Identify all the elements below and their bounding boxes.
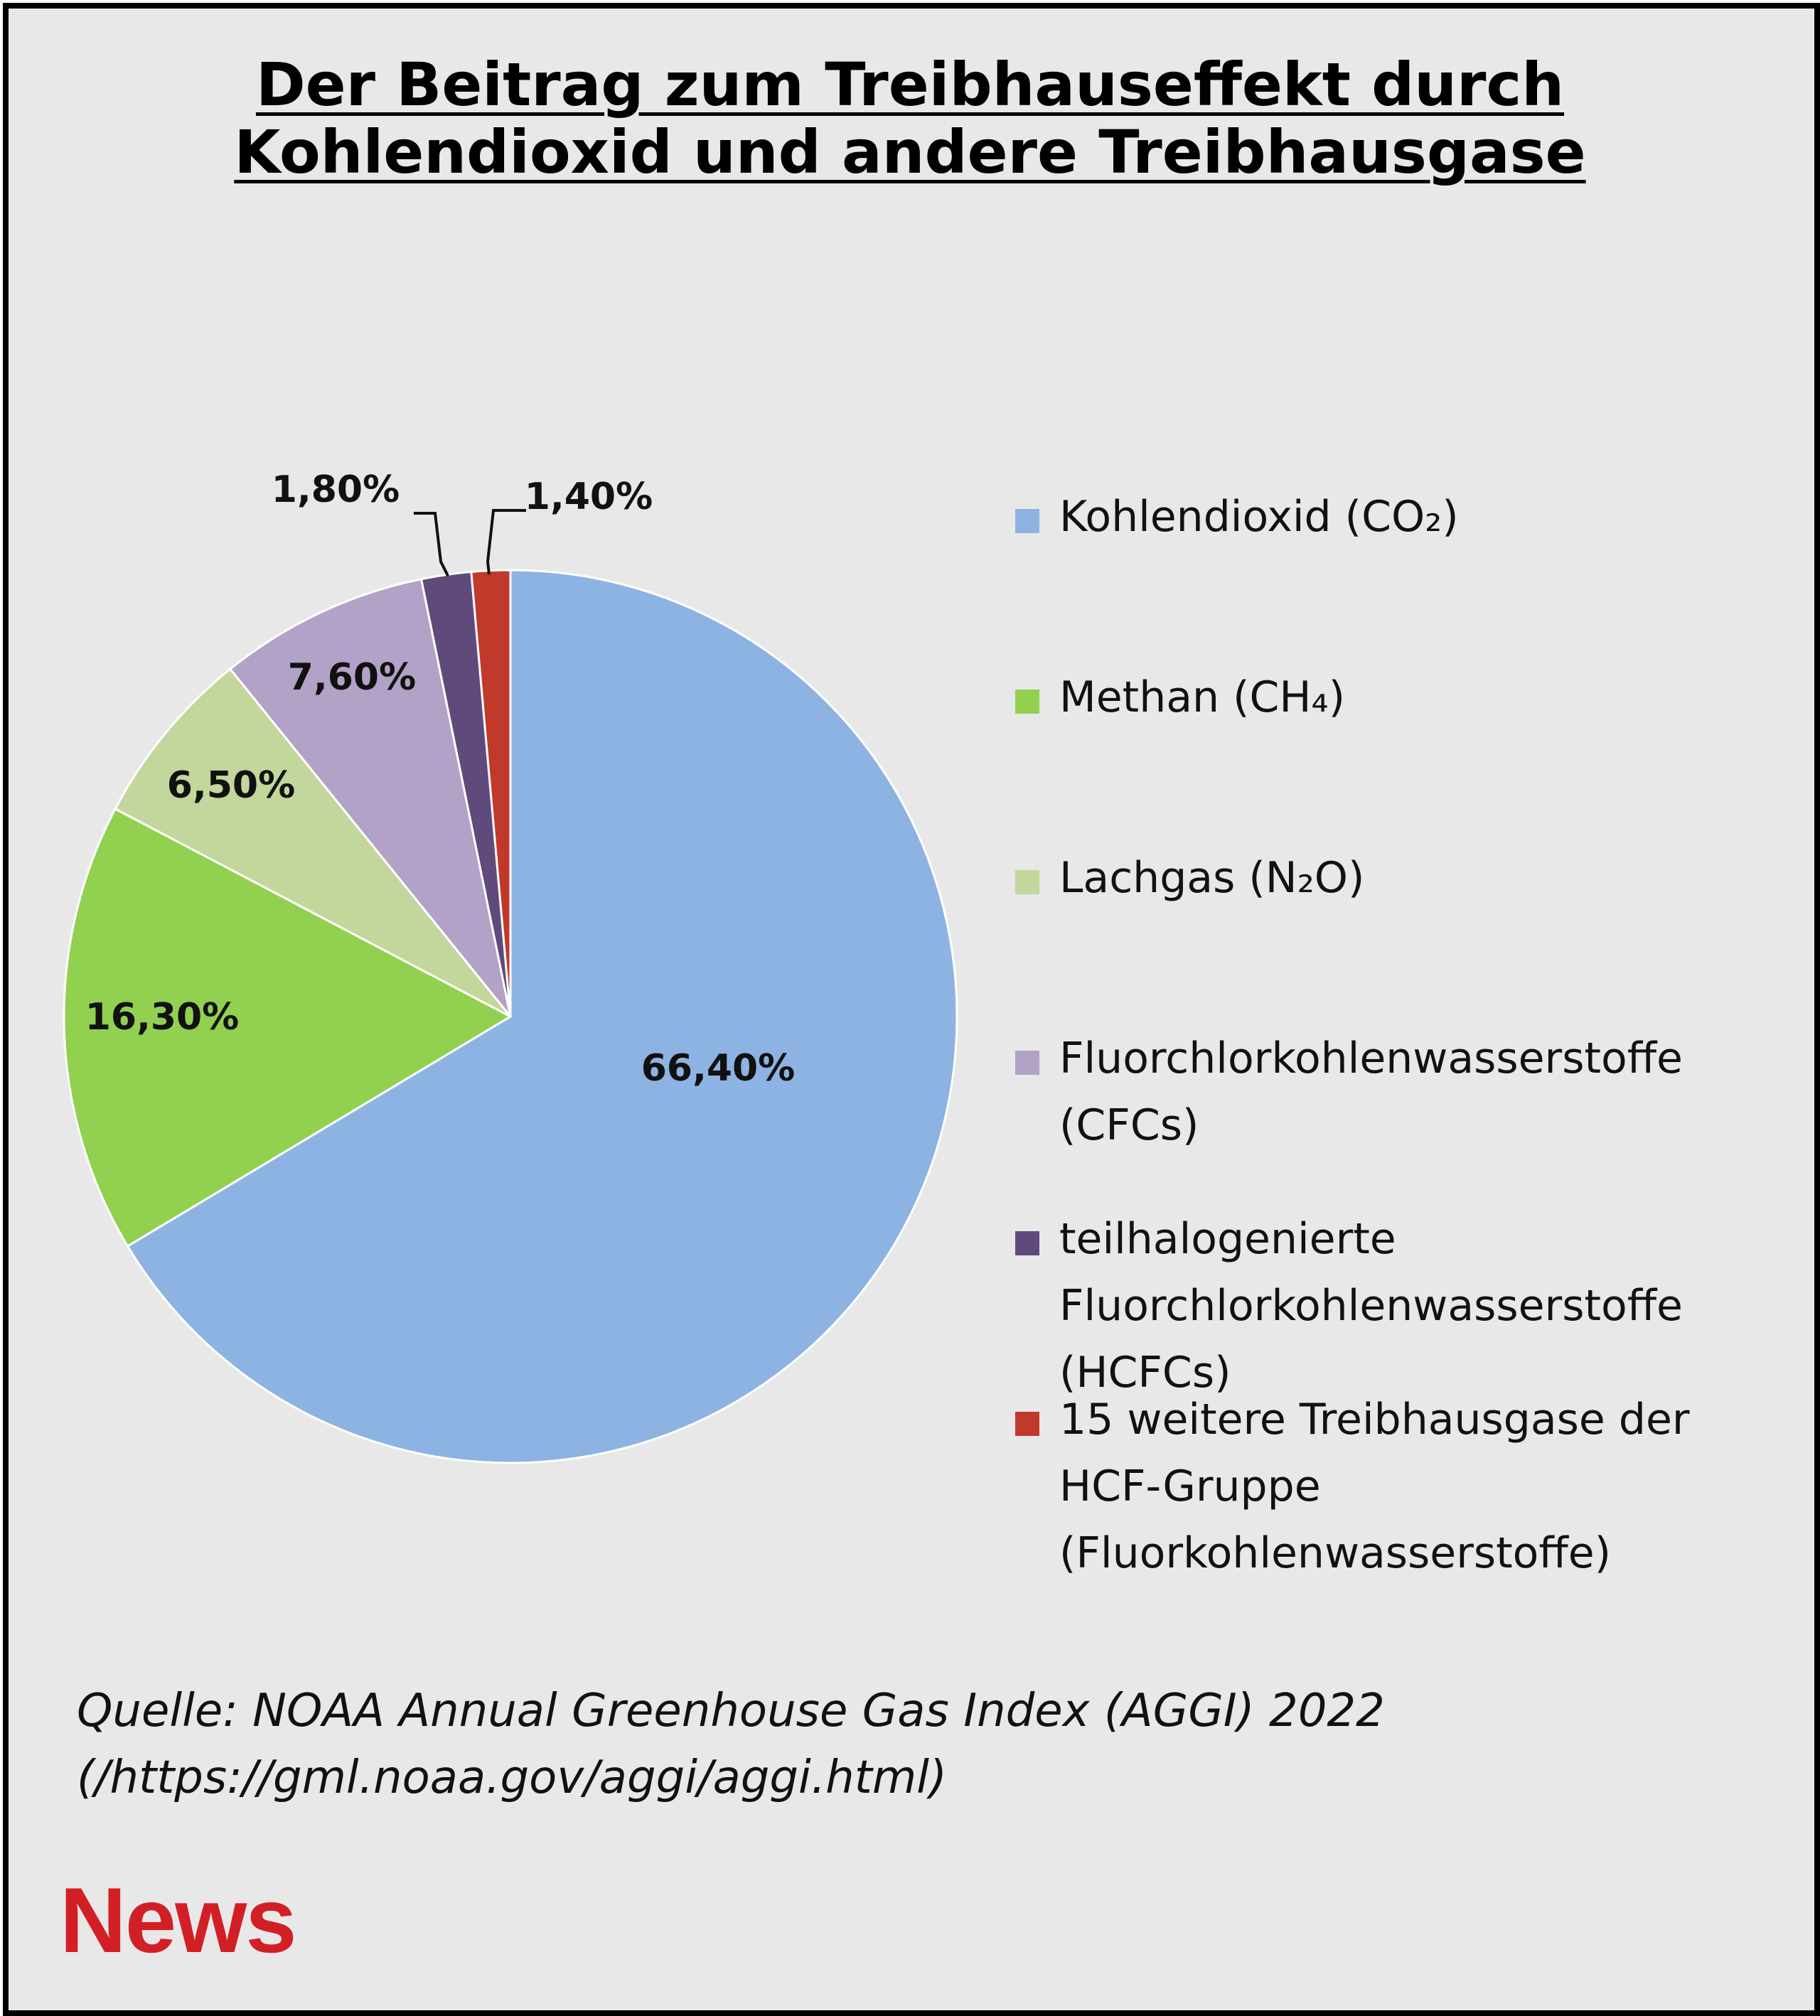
source-note: Quelle: NOAA Annual Greenhouse Gas Index… (77, 1678, 1712, 1811)
legend-label-line: Fluorchlorkohlenwasserstoffe (1059, 1034, 1683, 1083)
data-label-slice-hcfcs: 1,80% (272, 468, 400, 511)
legend-label-line: HCF-Gruppe (1059, 1462, 1321, 1511)
title-line-2: Kohlendioxid und andere Treibhausgase (234, 117, 1586, 187)
legend-swatch (1015, 509, 1039, 533)
legend-swatch (1015, 690, 1039, 714)
legend-swatch (1015, 1231, 1039, 1255)
title-line-1: Der Beitrag zum Treibhauseffekt durch (255, 50, 1565, 119)
legend-swatch (1015, 1412, 1039, 1436)
slice-hcf (470, 569, 512, 1017)
legend-swatch (1015, 870, 1039, 894)
data-label-slice-methan: 16,30% (85, 996, 240, 1039)
chart-title: Der Beitrag zum Treibhauseffekt durch Ko… (0, 51, 1820, 186)
data-label-slice-cfcs: 7,60% (288, 656, 416, 699)
legend-label-line: (HCFCs) (1059, 1348, 1231, 1398)
legend-label: teilhalogenierte Fluorchlorkohlenwasserst… (1059, 1206, 1756, 1406)
legend-label: Lachgas (N₂O) (1059, 845, 1756, 911)
legend-label-line: Lachgas (N₂O) (1059, 853, 1365, 903)
data-label-slice-co2: 66,40% (641, 1047, 796, 1090)
legend-label-line: 15 weitere Treibhausgase der (1059, 1395, 1690, 1444)
legend-label-line: Methan (CH₄) (1059, 672, 1345, 722)
leader-line-slice-hcf (486, 509, 526, 575)
legend-label-line: (Fluorkohlenwasserstoffe) (1059, 1528, 1612, 1578)
leader-line-slice-hcfcs (414, 512, 449, 577)
legend-label-line: teilhalogenierte (1059, 1214, 1396, 1264)
data-label-slice-hcf: 1,40% (525, 476, 653, 518)
source-line-2: (/https://gml.noaa.gov/aggi/aggi.html) (77, 1752, 947, 1804)
slice-cfcs (228, 577, 512, 1017)
slice-co2 (126, 569, 958, 1464)
legend-label: Fluorchlorkohlenwasserstoffe (CFCs) (1059, 1025, 1756, 1159)
slice-lachgas (114, 667, 512, 1018)
logo-area (20, 1848, 475, 1990)
legend-swatch (1015, 1051, 1039, 1075)
legend-label: Kohlendioxid (CO₂) (1059, 483, 1756, 550)
news-logo: News (60, 1868, 297, 1972)
source-line-1: Quelle: NOAA Annual Greenhouse Gas Index… (77, 1685, 1385, 1737)
legend-label-line: (CFCs) (1059, 1100, 1199, 1150)
legend-label: Methan (CH₄) (1059, 664, 1756, 731)
legend-label-line: Fluorchlorkohlenwasserstoffe (1059, 1281, 1683, 1331)
slice-methan (63, 807, 513, 1248)
legend-label-line: Kohlendioxid (CO₂) (1059, 492, 1459, 542)
legend-label: 15 weitere Treibhausgase der HCF-Gruppe (F… (1059, 1386, 1756, 1587)
data-label-slice-lachgas: 6,50% (167, 764, 295, 807)
